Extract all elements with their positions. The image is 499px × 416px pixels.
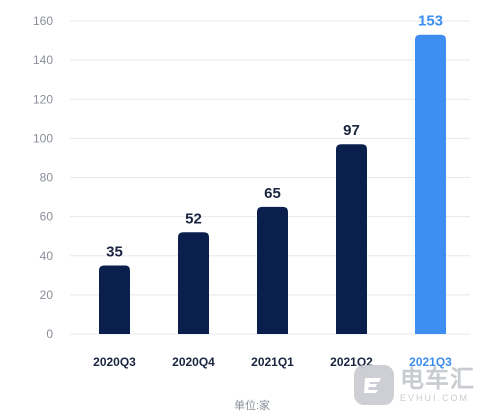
x-tick-label-2021Q3: 2021Q3: [409, 355, 452, 369]
y-tick-label: 20: [40, 288, 54, 302]
value-label-2020Q4: 52: [185, 210, 202, 227]
x-tick-label-2021Q1: 2021Q1: [251, 355, 294, 369]
y-tick-label: 60: [40, 210, 54, 224]
y-tick-label: 80: [40, 171, 54, 185]
y-tick-label: 100: [33, 131, 53, 145]
value-label-2021Q3: 153: [418, 13, 443, 30]
bar-2021Q1: [257, 206, 288, 334]
watermark-text-en: EVHUI.COM: [400, 393, 470, 403]
y-tick-label: 40: [40, 249, 54, 263]
y-tick-label: 160: [33, 14, 53, 28]
y-tick-label: 140: [33, 53, 53, 67]
bar-2020Q3: [99, 265, 130, 334]
unit-label: 单位:家: [234, 398, 270, 412]
bar-2020Q4: [178, 232, 209, 334]
bar-2021Q3: [415, 34, 446, 334]
y-tick-label: 120: [33, 92, 53, 106]
value-label-2020Q3: 35: [106, 244, 123, 261]
x-tick-label-2020Q3: 2020Q3: [93, 355, 136, 369]
ev-logo-icon: [354, 365, 394, 405]
value-label-2021Q1: 65: [264, 185, 281, 202]
y-axis-ticks: 0 20 40 60 80 100 120 140 160: [33, 14, 53, 341]
grid-lines: [70, 20, 470, 335]
value-labels: 35 52 65 97 153: [106, 13, 443, 261]
y-tick-label: 0: [46, 327, 53, 341]
bar-2021Q2: [336, 144, 367, 334]
bars: [99, 34, 446, 334]
watermark: 电车汇 EVHUI.COM: [354, 360, 494, 410]
watermark-text-cn: 电车汇: [400, 365, 475, 393]
value-label-2021Q2: 97: [343, 122, 360, 139]
x-tick-label-2020Q4: 2020Q4: [172, 355, 215, 369]
